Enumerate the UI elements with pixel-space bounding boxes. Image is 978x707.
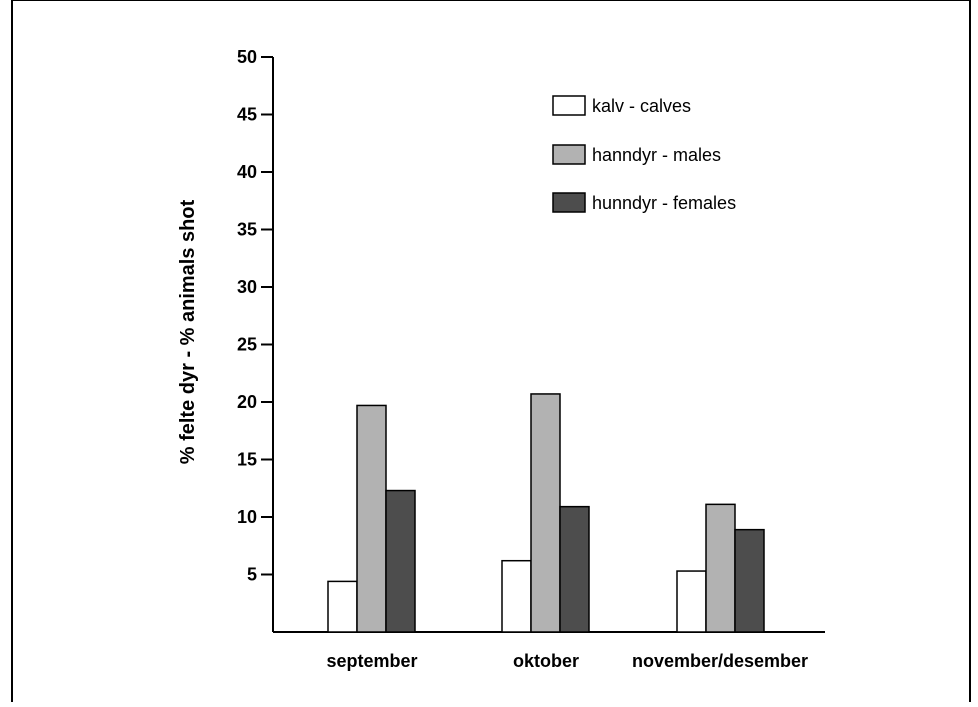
legend-label: kalv - calves — [592, 96, 691, 116]
x-tick-label: oktober — [513, 651, 579, 671]
x-tick-labels: september oktober november/desember — [326, 651, 808, 671]
bar — [385, 489, 416, 633]
y-axis-label: % felte dyr - % animals shot — [177, 199, 199, 464]
bar — [327, 580, 358, 633]
legend-swatch — [552, 144, 586, 165]
bars-group — [327, 393, 765, 633]
bar — [501, 559, 532, 633]
legend-swatch — [552, 95, 586, 116]
y-tick-label: 35 — [237, 220, 257, 240]
y-tick-label: 15 — [237, 450, 257, 470]
y-tick-label: 40 — [237, 162, 257, 182]
legend-swatch — [552, 192, 586, 213]
bar — [530, 393, 561, 633]
legend-label: hanndyr - males — [592, 145, 721, 165]
legend: kalv - calves hanndyr - males hunndyr - fe… — [552, 95, 736, 213]
y-tick-label: 30 — [237, 277, 257, 297]
y-tick-label: 45 — [237, 105, 257, 125]
y-tick-labels: 5 10 15 20 25 30 35 40 45 50 — [237, 47, 257, 585]
y-tick-label: 25 — [237, 335, 257, 355]
bar — [705, 503, 736, 633]
y-tick-label: 10 — [237, 507, 257, 527]
x-tick-label: september — [326, 651, 417, 671]
x-tick-label: november/desember — [632, 651, 808, 671]
y-tick-label: 5 — [247, 565, 257, 585]
bar — [734, 528, 765, 633]
bar — [559, 505, 590, 633]
bar — [356, 404, 387, 633]
y-tick-label: 50 — [237, 47, 257, 67]
legend-label: hunndyr - females — [592, 193, 736, 213]
bar — [676, 570, 707, 633]
y-tick-label: 20 — [237, 392, 257, 412]
